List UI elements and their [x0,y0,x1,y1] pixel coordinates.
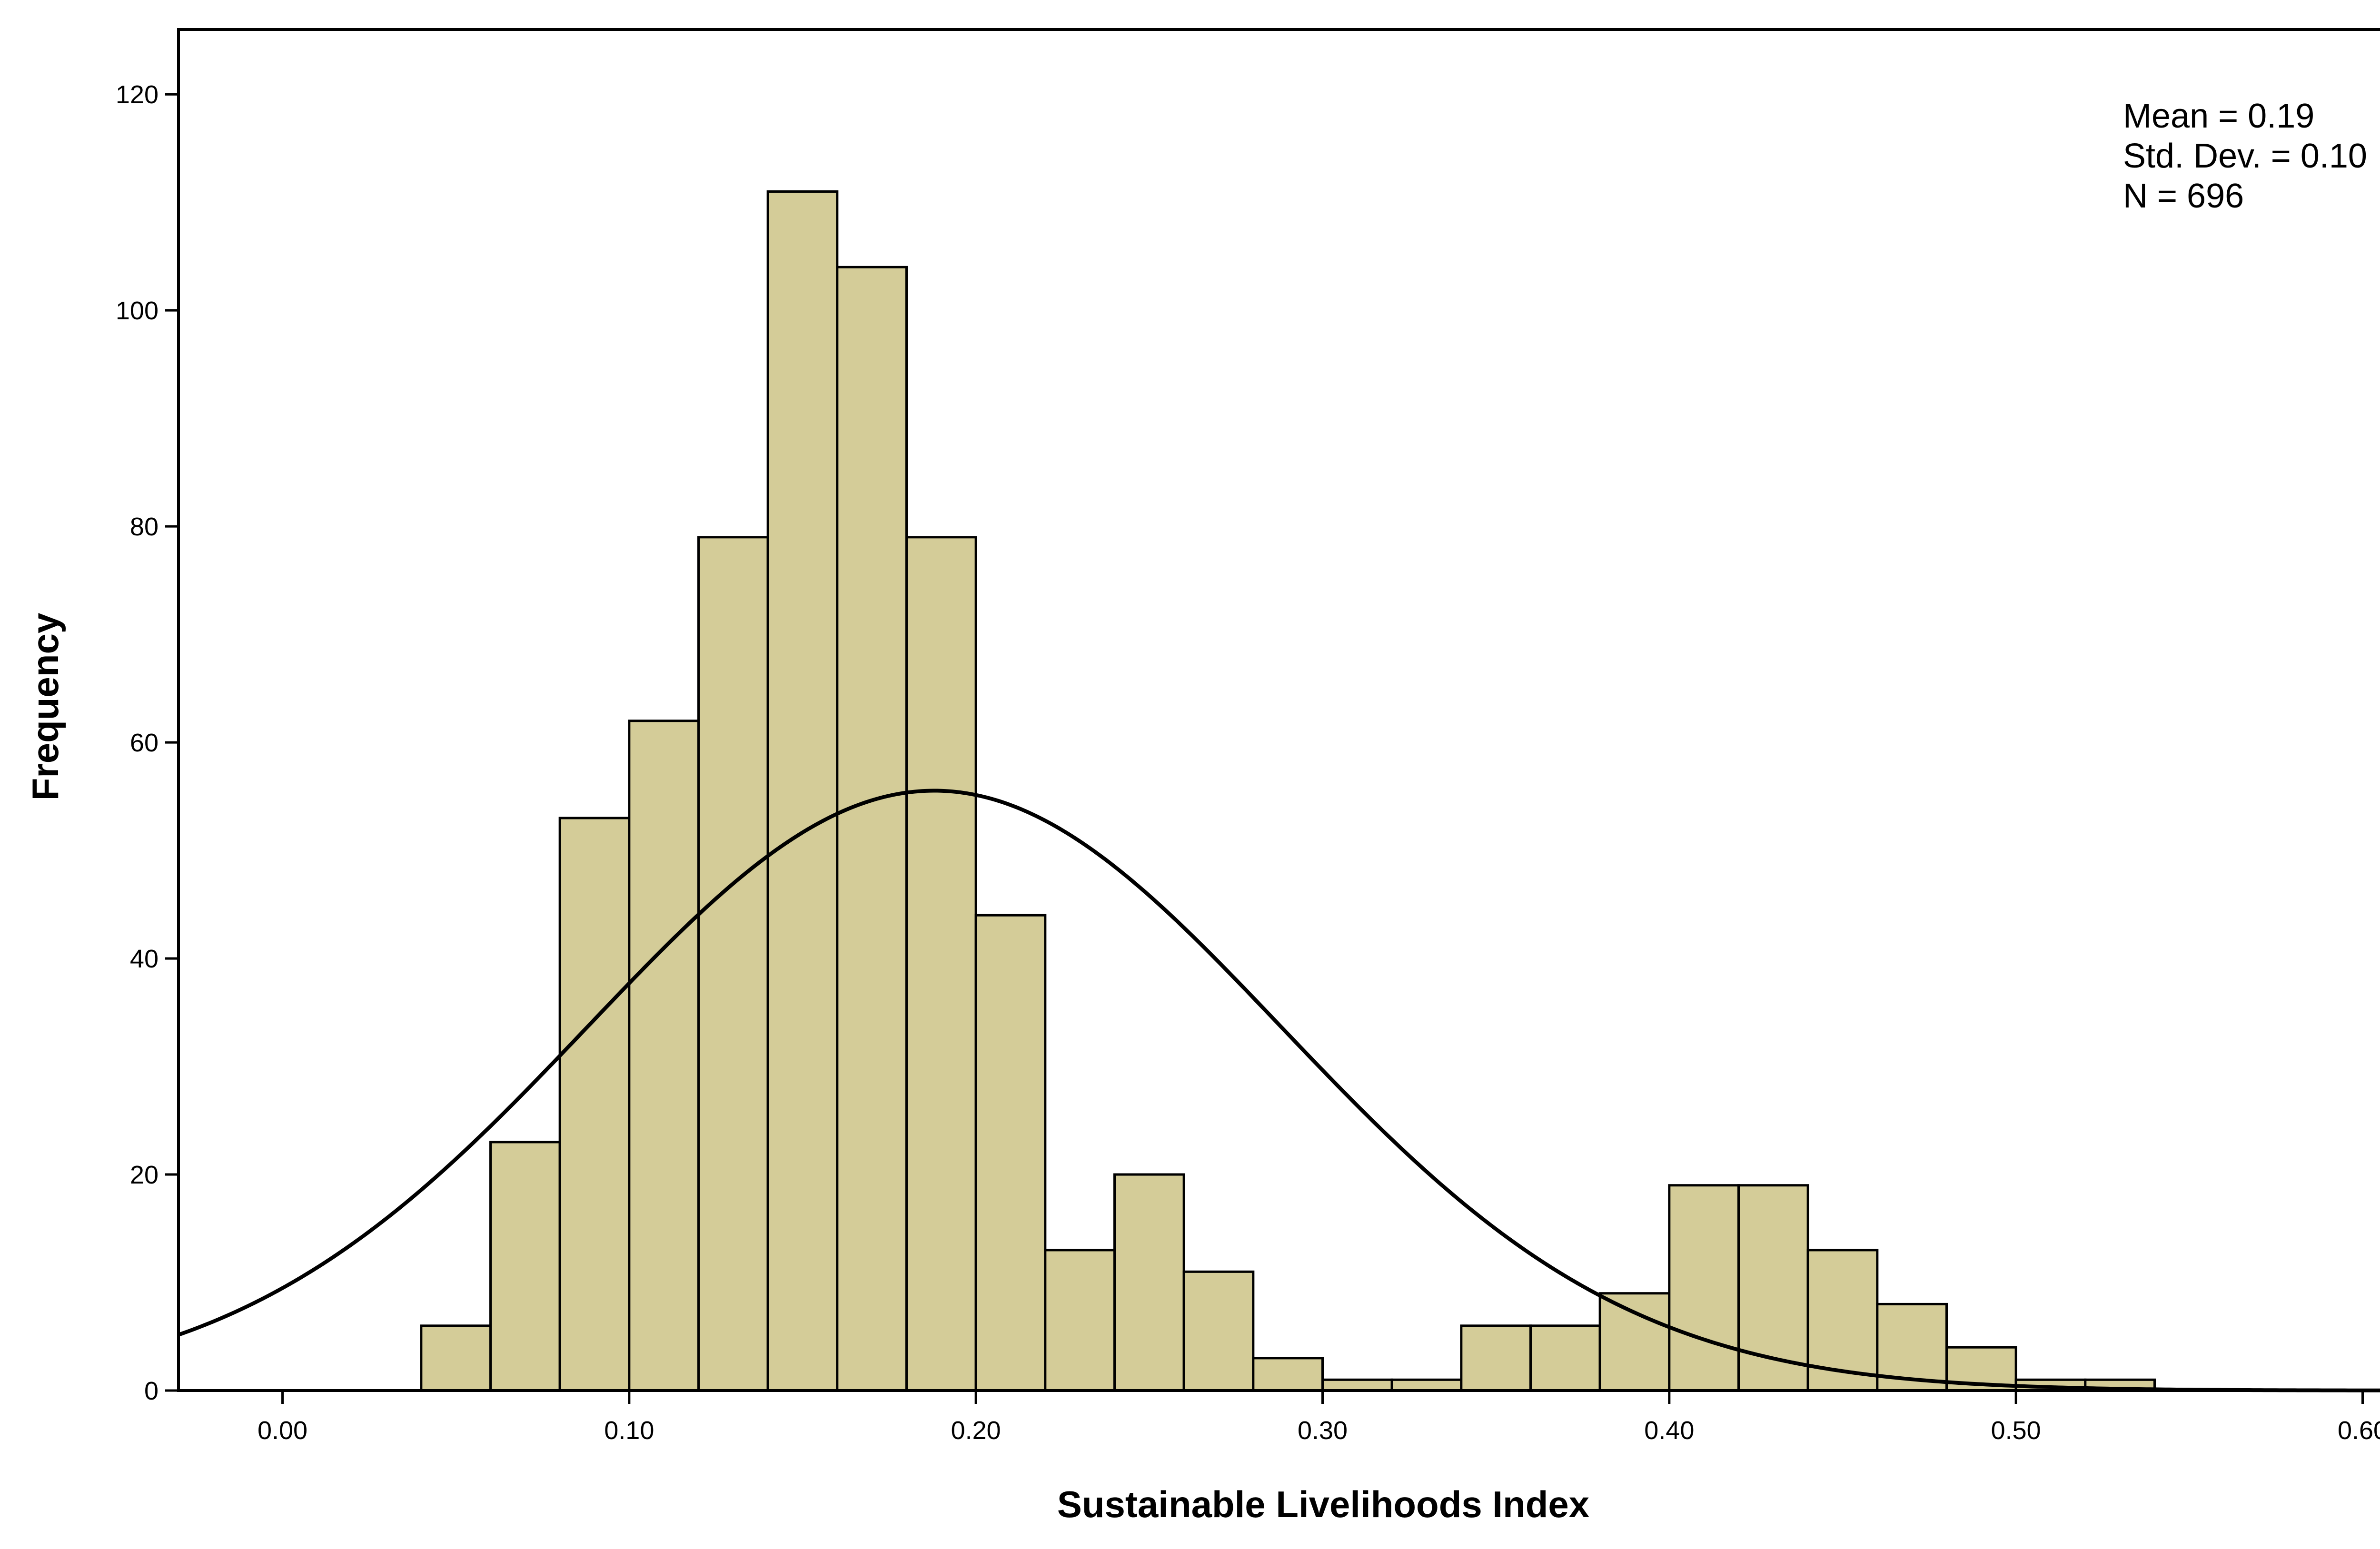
histogram-bar [1529,1324,1601,1392]
y-tick-label: 80 [130,513,159,541]
y-tick-label: 120 [116,80,159,109]
histogram-bar [489,1141,561,1392]
y-tick-label: 40 [130,945,159,973]
histogram-bar [905,536,977,1392]
histogram-bar [1598,1292,1671,1392]
y-tick-label: 100 [116,296,159,325]
y-tick-label: 0 [144,1377,159,1405]
histogram-bar [766,190,839,1392]
histogram-bar [1182,1270,1255,1392]
x-tick-label: 0.00 [258,1416,307,1445]
histogram-bar [1390,1378,1463,1392]
x-tick-label: 0.50 [1991,1416,2041,1445]
histogram-bar [628,720,700,1392]
x-tick-label: 0.20 [951,1416,1001,1445]
histogram-bar [1113,1173,1185,1392]
y-tick-label: 20 [130,1161,159,1189]
histogram-bar [1668,1184,1740,1392]
y-axis-title: Frequency [24,613,66,800]
x-tick-label: 0.10 [604,1416,654,1445]
y-axis: 0 20 40 60 80 100 120 [116,80,178,1405]
histogram-bar [1044,1249,1116,1392]
histogram-bar [420,1324,492,1392]
normal-curve [178,789,2380,1392]
x-axis: 0.00 0.10 0.20 0.30 0.40 0.50 0.60 [258,1391,2380,1445]
x-tick-label: 0.60 [2338,1416,2380,1445]
x-tick-label: 0.40 [1644,1416,1694,1445]
histogram-bar [974,914,1047,1392]
histogram-bar [836,266,908,1392]
x-axis-title: Sustainable Livelihoods Index [1057,1483,1589,1525]
histogram-bar [1252,1357,1324,1392]
histogram-bars [420,190,2156,1392]
stats-std-dev: Std. Dev. = 0.10 [2123,137,2367,175]
stats-mean: Mean = 0.19 [2123,97,2314,135]
histogram-bar [1737,1184,1809,1392]
histogram-bar [1460,1324,1532,1392]
histogram-bar [697,536,769,1392]
stats-box: Mean = 0.19 Std. Dev. = 0.10 N = 696 [2123,97,2367,215]
stats-n: N = 696 [2123,177,2244,215]
histogram-bar [558,817,631,1392]
histogram-bar [1321,1378,1393,1392]
x-tick-label: 0.30 [1298,1416,1348,1445]
y-tick-label: 60 [130,729,159,757]
